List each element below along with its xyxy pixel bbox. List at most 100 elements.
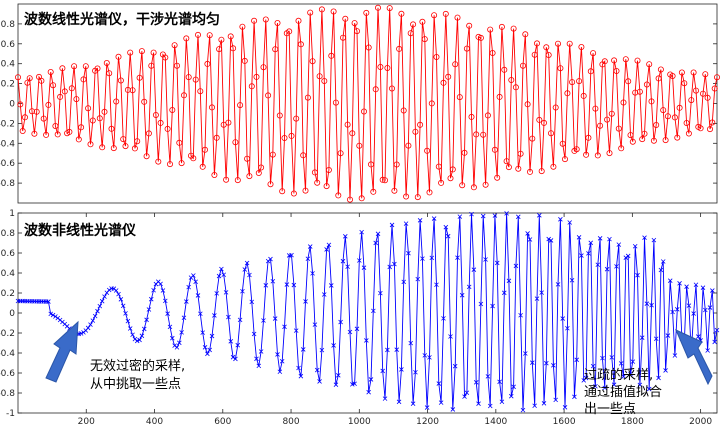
bottom-data-point bbox=[340, 258, 346, 264]
bottom-data-point bbox=[663, 368, 668, 373]
bottom-data-point bbox=[406, 250, 411, 256]
top-data-point bbox=[414, 194, 421, 201]
top-data-point bbox=[433, 54, 440, 61]
top-data-point bbox=[127, 49, 134, 56]
top-data-point bbox=[272, 46, 279, 53]
top-data-point bbox=[693, 87, 700, 94]
bottom-data-point bbox=[560, 316, 565, 321]
bottom-data-point bbox=[443, 224, 449, 230]
bottom-data-point bbox=[181, 315, 187, 321]
bottom-data-point bbox=[551, 363, 556, 368]
top-data-point bbox=[43, 131, 50, 138]
top-data-point bbox=[302, 187, 309, 194]
bottom-xtick-label: 800 bbox=[282, 417, 299, 427]
bottom-data-point bbox=[296, 365, 301, 371]
bottom-data-point bbox=[347, 329, 353, 335]
bottom-data-point bbox=[492, 213, 498, 218]
bottom-data-point bbox=[621, 374, 626, 379]
top-data-point bbox=[206, 32, 213, 39]
top-data-point bbox=[566, 40, 573, 47]
top-data-point bbox=[445, 73, 452, 80]
top-data-point bbox=[648, 98, 655, 105]
bottom-data-point bbox=[333, 382, 339, 387]
top-data-point bbox=[400, 107, 407, 114]
top-data-point bbox=[323, 183, 330, 190]
bottom-xtick-label: 2000 bbox=[689, 417, 712, 427]
top-data-point bbox=[498, 23, 505, 30]
top-data-point bbox=[71, 63, 78, 70]
top-data-point bbox=[59, 65, 66, 72]
top-data-point bbox=[576, 78, 583, 85]
top-data-point bbox=[148, 62, 155, 69]
top-ytick-label: 0.2 bbox=[1, 80, 15, 90]
bottom-data-point bbox=[387, 264, 392, 270]
top-data-point bbox=[122, 143, 129, 150]
top-data-point bbox=[332, 99, 339, 106]
bottom-data-point bbox=[167, 324, 173, 330]
top-data-point bbox=[218, 36, 225, 43]
top-data-point bbox=[129, 87, 136, 94]
bottom-data-point bbox=[127, 326, 133, 331]
bottom-data-point bbox=[174, 345, 180, 350]
top-data-point bbox=[580, 92, 587, 99]
top-data-point bbox=[223, 176, 230, 183]
bottom-data-point bbox=[312, 322, 318, 327]
top-data-point bbox=[505, 164, 512, 171]
bottom-data-point bbox=[644, 301, 650, 306]
bottom-data-point bbox=[539, 290, 544, 295]
top-data-point bbox=[26, 75, 33, 82]
bottom-data-point bbox=[471, 267, 477, 272]
top-data-point bbox=[38, 77, 45, 84]
bottom-data-point bbox=[508, 393, 514, 399]
top-data-point bbox=[269, 151, 276, 158]
top-data-point bbox=[73, 96, 80, 103]
bottom-data-point bbox=[410, 401, 416, 406]
top-data-point bbox=[685, 130, 692, 137]
top-data-point bbox=[295, 17, 302, 24]
top-data-point bbox=[28, 108, 35, 115]
top-data-point bbox=[363, 9, 370, 16]
top-data-point bbox=[360, 108, 367, 115]
top-data-point bbox=[417, 121, 424, 128]
top-data-point bbox=[545, 52, 552, 59]
bottom-data-point bbox=[684, 284, 689, 289]
top-data-point bbox=[136, 74, 143, 81]
top-data-point bbox=[379, 176, 386, 183]
top-data-point bbox=[653, 122, 660, 129]
bottom-data-point bbox=[677, 281, 682, 286]
bottom-data-point bbox=[595, 262, 601, 268]
bottom-data-point bbox=[422, 353, 428, 358]
top-data-point bbox=[213, 134, 220, 141]
top-data-point bbox=[286, 28, 293, 35]
top-ytick-label: -0.8 bbox=[0, 179, 15, 189]
top-data-point bbox=[337, 150, 344, 157]
top-data-point bbox=[435, 163, 442, 170]
bottom-data-point bbox=[123, 311, 128, 316]
top-data-point bbox=[592, 105, 599, 112]
bottom-data-point bbox=[632, 243, 638, 249]
top-data-point bbox=[671, 114, 678, 121]
bottom-data-point bbox=[300, 347, 306, 352]
bottom-data-point bbox=[219, 266, 224, 272]
bottom-data-point bbox=[230, 354, 236, 360]
bottom-data-point bbox=[258, 349, 264, 354]
top-data-point bbox=[267, 181, 274, 188]
bottom-data-point bbox=[165, 311, 170, 316]
bottom-data-point bbox=[102, 294, 107, 299]
bottom-data-point bbox=[162, 298, 168, 304]
top-data-point bbox=[370, 188, 377, 195]
top-data-point bbox=[145, 130, 152, 137]
bottom-data-point bbox=[600, 355, 605, 361]
top-data-point bbox=[274, 19, 281, 26]
top-data-point bbox=[557, 65, 564, 72]
bottom-data-point bbox=[237, 317, 243, 323]
bottom-data-point bbox=[480, 213, 486, 219]
top-data-point bbox=[180, 92, 187, 99]
top-data-point bbox=[442, 10, 449, 17]
bottom-data-point bbox=[504, 211, 509, 216]
bottom-data-point bbox=[261, 318, 266, 323]
bottom-ytick-label: 0.6 bbox=[1, 249, 16, 259]
bottom-data-point bbox=[289, 252, 294, 258]
top-data-point bbox=[276, 112, 283, 119]
top-data-point bbox=[538, 168, 545, 175]
